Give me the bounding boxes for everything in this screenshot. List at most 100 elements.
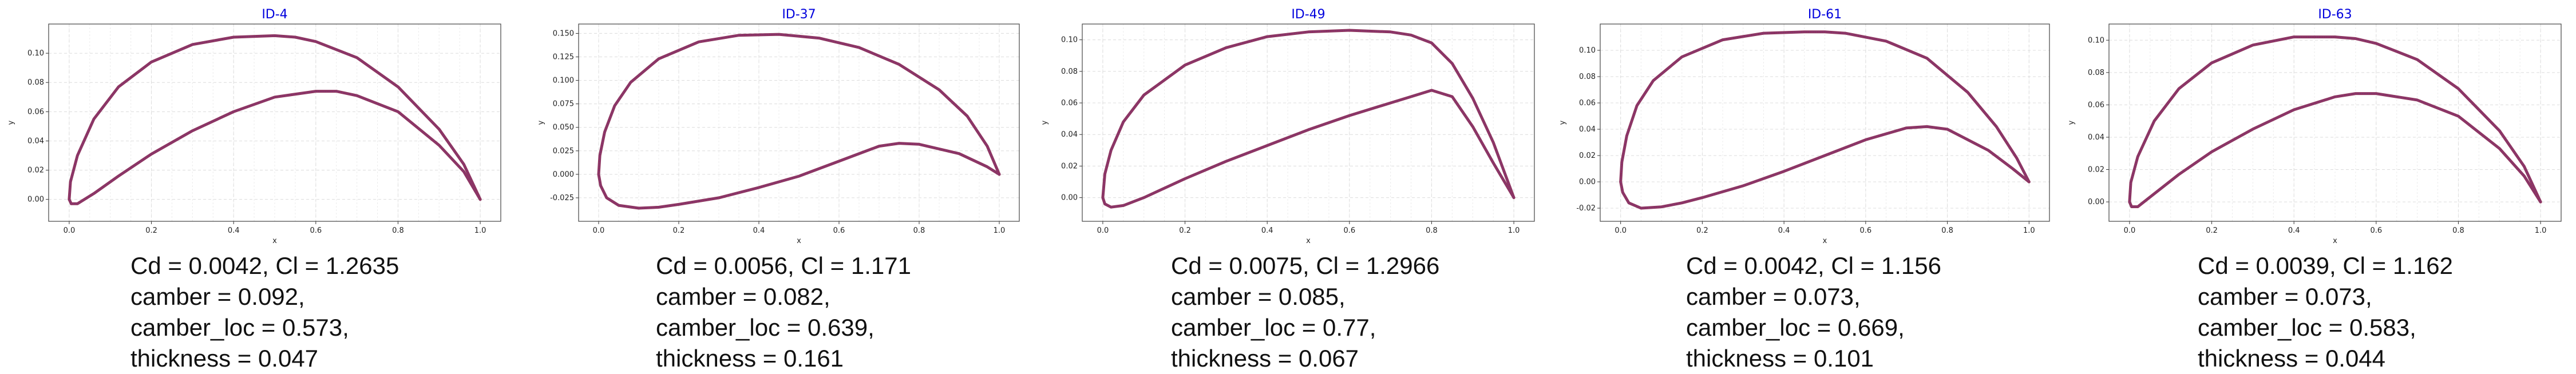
caption-line: thickness = 0.101	[1686, 345, 1874, 372]
x-tick-label: 0.6	[1860, 226, 1872, 235]
x-tick-label: 0.0	[1615, 226, 1627, 235]
series-upper-markers	[1102, 30, 1514, 198]
series-upper-surface	[597, 33, 1001, 176]
x-tick-label: 0.6	[2370, 226, 2382, 235]
x-tick-label: 0.2	[145, 226, 157, 235]
panel-id-61: 0.0 0.2 0.4 0.6 0.8 1.0 -0.02 0.00 0.02 0.04 0.06 0…	[1549, 0, 2052, 372]
caption-id-4: Cd = 0.0042, Cl = 1.2635 camber = 0.092,…	[130, 250, 399, 374]
x-tick-label: 1.0	[994, 226, 1006, 235]
y-tick-label: 0.10	[1061, 36, 1078, 45]
y-tick-label: 0.08	[2088, 69, 2104, 77]
caption-line: Cd = 0.0042, Cl = 1.2635	[130, 252, 399, 279]
caption-line: camber = 0.085,	[1171, 283, 1346, 310]
y-tick-label: 0.04	[1579, 125, 1596, 134]
series-upper-markers	[2129, 36, 2541, 202]
y-tick-label: 0.06	[1579, 99, 1596, 108]
series-lower-markers	[69, 90, 481, 205]
x-tick-label: 0.4	[228, 226, 240, 235]
caption-line: camber_loc = 0.77,	[1171, 314, 1376, 341]
chart-title: ID-61	[1808, 7, 1842, 22]
x-tick-label: 0.4	[753, 226, 765, 235]
x-axis-label: x	[1306, 237, 1311, 245]
y-tick-label: 0.04	[2088, 133, 2104, 142]
y-tick-label: 0.00	[1579, 178, 1596, 186]
y-tick-label: 0.08	[27, 78, 44, 87]
x-tick-label: 0.0	[1097, 226, 1109, 235]
y-tick-label: 0.100	[553, 77, 574, 85]
x-tick-label: 0.4	[1261, 226, 1273, 235]
x-tick-label: 1.0	[2535, 226, 2547, 235]
series-lower-surface	[1101, 89, 1515, 209]
series-lower-markers	[2129, 93, 2541, 208]
y-tick-label: 0.04	[27, 137, 44, 145]
series-lower-markers	[598, 142, 1000, 209]
y-tick-label: 0.050	[553, 124, 574, 132]
y-tick-label: 0.08	[1061, 67, 1078, 76]
x-tick-label: 0.0	[593, 226, 605, 235]
y-axis-label: y	[1558, 120, 1567, 125]
y-tick-label: 0.02	[27, 166, 44, 175]
y-tick-label: 0.02	[2088, 166, 2104, 174]
y-tick-label: 0.10	[27, 49, 44, 58]
y-axis-label: y	[2067, 120, 2076, 125]
x-tick-label: 1.0	[1508, 226, 1520, 235]
x-axis-label: x	[2333, 237, 2337, 245]
chart-id-49: 0.0 0.2 0.4 0.6 0.8 1.0 0.00 0.02 0.04 0.06 0.08 0.…	[1040, 7, 1535, 245]
chart-id-4: 0.0 0.2 0.4 0.6 0.8 1.0 0.00 0.02 0.04 0.06 0.08 0.…	[7, 7, 501, 245]
x-axis-label: x	[272, 237, 277, 245]
y-tick-label: 0.06	[2088, 101, 2104, 109]
panel-id-63: 0.0 0.2 0.4 0.6 0.8 1.0 0.00 0.02 0.04 0.06 0.08 0.…	[2060, 0, 2564, 372]
caption-line: camber = 0.073,	[2198, 283, 2372, 310]
x-tick-label: 0.2	[1696, 226, 1708, 235]
y-tick-label: 0.02	[1579, 152, 1596, 160]
x-tick-label: 0.8	[1941, 226, 1953, 235]
y-tick-label: 0.02	[1061, 162, 1078, 170]
caption-line: camber = 0.082,	[656, 283, 830, 310]
caption-line: camber_loc = 0.583,	[2198, 314, 2416, 341]
caption-line: thickness = 0.161	[656, 345, 844, 372]
x-tick-label: 0.6	[833, 226, 845, 235]
caption-id-49: Cd = 0.0075, Cl = 1.2966 camber = 0.085,…	[1171, 250, 1439, 374]
x-tick-label: 0.2	[2206, 226, 2218, 235]
caption-line: camber_loc = 0.639,	[656, 314, 875, 341]
series-upper-surface	[2128, 35, 2542, 204]
x-tick-label: 0.2	[673, 226, 685, 235]
y-tick-label: 0.150	[553, 29, 574, 38]
y-tick-label: 0.00	[2088, 198, 2104, 206]
caption-line: camber_loc = 0.669,	[1686, 314, 1905, 341]
x-tick-label: 0.0	[64, 226, 76, 235]
x-axis-label: x	[1823, 237, 1827, 245]
y-tick-label: -0.02	[1576, 204, 1596, 213]
caption-line: thickness = 0.044	[2198, 345, 2386, 372]
plot-frame	[1082, 23, 1535, 222]
y-tick-label: 0.10	[2088, 36, 2104, 45]
y-axis-label: y	[537, 120, 545, 125]
plot-frame	[2108, 23, 2562, 222]
chart-title: ID-63	[2318, 7, 2352, 22]
caption-line: camber = 0.073,	[1686, 283, 1861, 310]
panel-id-37: 0.0 0.2 0.4 0.6 0.8 1.0 -0.025 0.000 0.025 0.050 0…	[519, 0, 1022, 372]
y-tick-label: 0.10	[1579, 46, 1596, 55]
y-axis-label: y	[1040, 120, 1049, 125]
x-tick-label: 0.4	[1778, 226, 1790, 235]
x-tick-label: 1.0	[474, 226, 486, 235]
caption-line: camber_loc = 0.573,	[130, 314, 349, 341]
plot-frame	[1600, 23, 2050, 222]
caption-line: Cd = 0.0039, Cl = 1.162	[2198, 252, 2453, 279]
series-lower-markers	[1620, 126, 2029, 209]
y-tick-label: -0.025	[550, 194, 574, 202]
y-tick-label: 0.06	[27, 108, 44, 116]
caption-line: Cd = 0.0042, Cl = 1.156	[1686, 252, 1941, 279]
x-tick-label: 0.8	[913, 226, 925, 235]
series-upper-surface	[68, 34, 482, 201]
x-tick-label: 0.2	[1179, 226, 1191, 235]
x-tick-label: 0.6	[1343, 226, 1355, 235]
y-tick-label: 0.04	[1061, 130, 1078, 139]
y-tick-label: 0.125	[553, 53, 574, 62]
chart-title: ID-37	[782, 7, 816, 22]
caption-line: Cd = 0.0075, Cl = 1.2966	[1171, 252, 1440, 279]
x-tick-label: 0.0	[2124, 226, 2136, 235]
y-tick-label: 0.000	[553, 170, 574, 179]
caption-line: thickness = 0.067	[1171, 345, 1359, 372]
chart-id-37: 0.0 0.2 0.4 0.6 0.8 1.0 -0.025 0.000 0.025 0.050 0…	[537, 7, 1020, 245]
